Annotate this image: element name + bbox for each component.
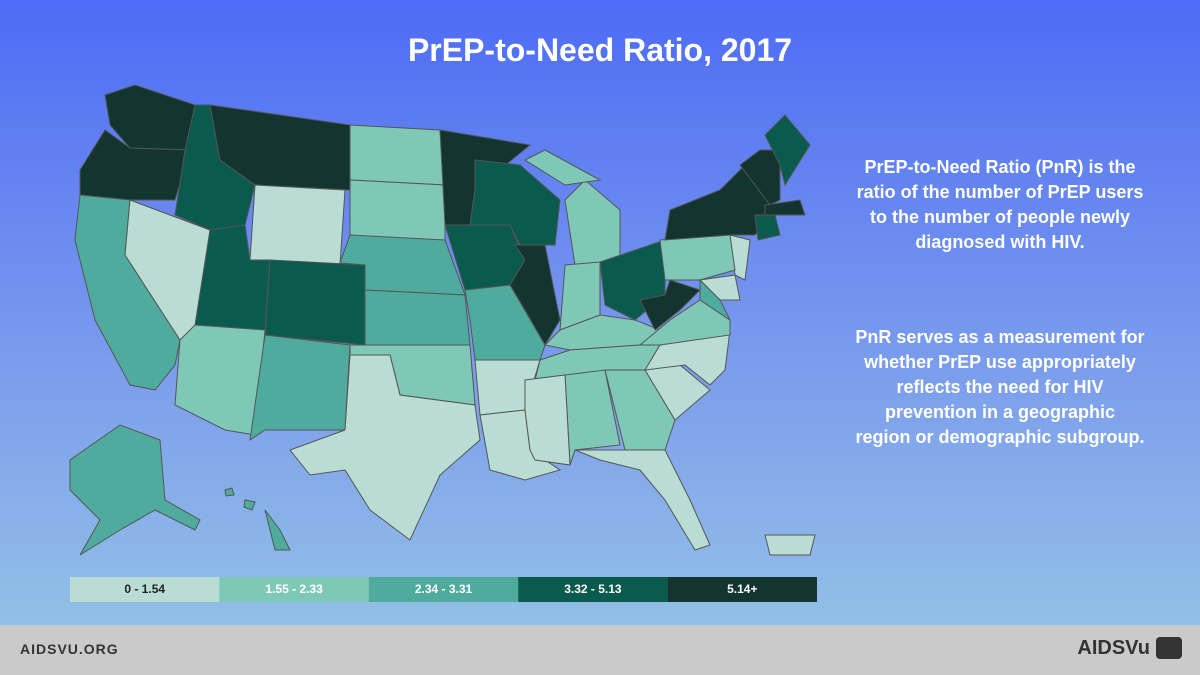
region <box>264 509 291 551</box>
legend-label: 1.55 - 2.33 <box>265 582 323 596</box>
region <box>364 289 471 346</box>
region <box>659 234 736 281</box>
description: PrEP-to-Need Ratio (PnR) is the ratio of… <box>856 157 1144 252</box>
region <box>574 449 711 551</box>
legend-swatch <box>368 577 519 602</box>
legend-swatch <box>667 577 817 602</box>
region <box>224 487 235 497</box>
region <box>764 534 816 556</box>
region <box>174 324 266 436</box>
region <box>524 374 571 466</box>
legend-label: 0 - 1.54 <box>124 582 165 596</box>
region <box>243 499 256 511</box>
region <box>754 214 781 241</box>
legend-label: 5.14+ <box>727 582 757 596</box>
region <box>699 278 732 322</box>
region <box>249 334 351 442</box>
region <box>264 259 366 346</box>
footer: AIDSVU.ORG AIDSVu <box>0 625 1200 675</box>
logo-icon <box>1156 637 1182 659</box>
region <box>564 179 621 266</box>
region <box>249 184 346 266</box>
site-link[interactable]: AIDSVU.ORG <box>20 641 119 657</box>
legend-swatch <box>70 577 220 602</box>
region <box>739 149 781 206</box>
region <box>69 424 201 556</box>
region <box>289 354 481 541</box>
description: PnR serves as a measurement for whether … <box>855 327 1145 447</box>
region <box>509 244 561 346</box>
region <box>349 124 446 186</box>
legend-label: 2.34 - 3.31 <box>415 582 473 596</box>
region <box>523 149 602 186</box>
region <box>604 369 676 451</box>
region <box>764 199 806 216</box>
region <box>764 114 811 187</box>
legend-swatch <box>518 577 668 602</box>
legend-swatch <box>219 577 369 602</box>
legend-label: 3.32 - 5.13 <box>564 582 622 596</box>
title: PrEP-to-Need Ratio, 2017 <box>407 32 793 68</box>
logo: AIDSVu <box>1077 637 1150 659</box>
map: 0 - 1.54 1.55 - 2.33 2.34 - 3.31 3.32 - 5.1… <box>69 84 817 602</box>
